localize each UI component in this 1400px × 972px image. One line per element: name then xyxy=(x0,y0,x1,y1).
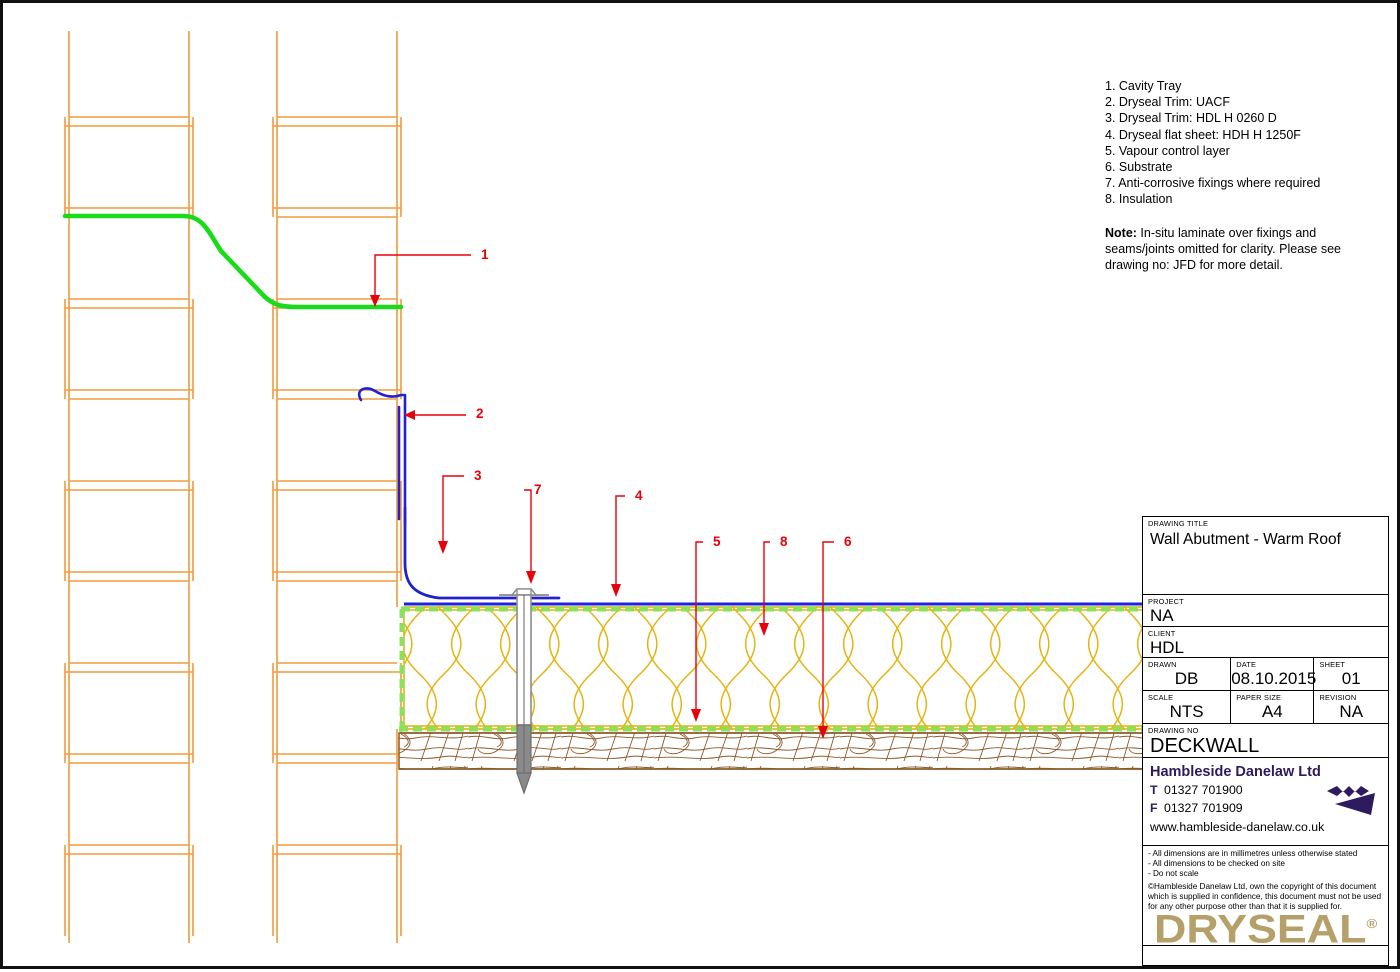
tel-value: 01327 701900 xyxy=(1164,783,1243,797)
dryseal-trim-uacf xyxy=(357,387,407,525)
anti-corrosive-fixing xyxy=(499,588,549,795)
website[interactable]: www.hambleside-danelaw.co.uk xyxy=(1150,820,1325,835)
revision-value: NA xyxy=(1339,702,1364,721)
tel-label: T xyxy=(1150,783,1158,797)
client-label: CLIENT xyxy=(1148,629,1176,638)
legend-item-4: 4. Dryseal flat sheet: HDH H 1250F xyxy=(1105,127,1301,142)
dryseal-text: DRYSEAL xyxy=(1153,907,1367,952)
legend-note: Note: In-situ laminate over fixings and … xyxy=(1105,225,1357,274)
project-label: PROJECT xyxy=(1148,597,1184,606)
callout-number-3: 3 xyxy=(474,468,482,483)
insulation-hatch xyxy=(404,607,1143,729)
substrate-woodgrain xyxy=(399,733,1143,769)
disclaimer-line-1: - All dimensions are in millimetres unle… xyxy=(1148,849,1358,858)
scale-label: SCALE xyxy=(1148,693,1174,702)
sheet-label: SHEET xyxy=(1319,660,1346,669)
title-block-disclaimer: - All dimensions are in millimetres unle… xyxy=(1143,846,1388,946)
fax-label: F xyxy=(1150,800,1158,815)
title-block-project-row: PROJECT NA xyxy=(1143,595,1388,627)
legend-item-5: 5. Vapour control layer xyxy=(1105,143,1230,158)
callout-number-5: 5 xyxy=(713,534,721,549)
callout-number-6: 6 xyxy=(844,534,852,549)
fax-value: 01327 701909 xyxy=(1164,800,1243,815)
registered-mark: ® xyxy=(1366,916,1378,932)
title-block-brand-logo: DRYSEAL® xyxy=(1143,889,1388,965)
paper-size-value: A4 xyxy=(1261,702,1283,721)
callout-number-7: 7 xyxy=(534,482,542,497)
title-block: DRAWING TITLE Wall Abutment - Warm Roof … xyxy=(1142,516,1389,966)
copyright-line: ©Hambleside Danelaw Ltd, own the copyrig… xyxy=(1148,882,1383,913)
drawn-cell: DRAWN DB xyxy=(1143,658,1232,690)
dryseal-trim-hdl-h0260d xyxy=(403,506,561,600)
title-block-drawn-date-sheet-row: DRAWN DB DATE 08.10.2015 SHEET 01 xyxy=(1143,658,1388,691)
title-block-client-row: CLIENT HDL xyxy=(1143,627,1388,658)
drawn-value: DB xyxy=(1174,669,1199,688)
legend-item-7: 7. Anti-corrosive fixings where required xyxy=(1105,176,1321,191)
dryseal-wordmark: DRYSEAL® xyxy=(1153,902,1378,952)
scale-cell: SCALE NTS xyxy=(1143,691,1232,723)
title-block-scale-paper-revision-row: SCALE NTS PAPER SIZE A4 REVISION NA xyxy=(1143,691,1388,724)
disclaimer-line-2: - All dimensions to be checked on site xyxy=(1148,859,1285,869)
callout-number-4: 4 xyxy=(635,488,643,503)
paper-size-cell: PAPER SIZE A4 xyxy=(1231,691,1315,723)
drawing-no-label: DRAWING NO xyxy=(1148,726,1199,735)
date-cell: DATE 08.10.2015 xyxy=(1231,658,1317,690)
sheet-cell: SHEET 01 xyxy=(1314,658,1388,690)
date-label: DATE xyxy=(1236,660,1257,669)
note-label: Note: xyxy=(1105,226,1137,240)
callout-leaders xyxy=(370,254,834,739)
legend-item-6: 6. Substrate xyxy=(1105,160,1173,175)
legend-list: 1. Cavity Tray 2. Dryseal Trim: UACF 3. … xyxy=(1105,78,1375,208)
note-body: In-situ laminate over fixings and seams/… xyxy=(1105,226,1341,273)
callout-number-8: 8 xyxy=(780,534,788,549)
callout-number-2: 2 xyxy=(476,406,484,421)
disclaimer-line-3: - Do not scale xyxy=(1148,869,1199,879)
revision-label: REVISION xyxy=(1319,693,1357,702)
client-value: HDL xyxy=(1150,638,1185,657)
cavity-tray xyxy=(62,213,404,310)
legend-item-3: 3. Dryseal Trim: HDL H 0260 D xyxy=(1105,111,1277,126)
copyright-text: Hambleside Danelaw Ltd, own the copyrigh… xyxy=(1148,881,1382,912)
title-block-drawing-no-row: DRAWING NO DECKWALL xyxy=(1143,724,1388,758)
outer-leaf-brickwork xyxy=(64,31,194,943)
drawn-label: DRAWN xyxy=(1148,660,1177,669)
title-block-drawing-title-row: DRAWING TITLE Wall Abutment - Warm Roof xyxy=(1143,517,1388,595)
sheet-value: 01 xyxy=(1341,669,1361,688)
project-value: NA xyxy=(1150,606,1174,625)
drawing-no-value: DECKWALL xyxy=(1150,735,1260,757)
hambleside-danelaw-logo-icon xyxy=(1327,786,1375,815)
drawing-title-label: DRAWING TITLE xyxy=(1148,519,1209,528)
legend-item-8: 8. Insulation xyxy=(1105,192,1173,207)
fax-line: F 01327 701909 xyxy=(1150,801,1388,817)
callout-number-1: 1 xyxy=(481,247,489,262)
legend-item-1: 1. Cavity Tray xyxy=(1105,79,1182,93)
title-block-company-row: Hambleside Danelaw Ltd T 01327 701900 F 01… xyxy=(1143,758,1388,846)
company-name: Hambleside Danelaw Ltd xyxy=(1150,764,1321,780)
drawing-title-value: Wall Abutment - Warm Roof xyxy=(1150,531,1341,548)
technical-drawing-canvas: 1 2 3 4 5 6 7 8 xyxy=(62,31,1144,943)
paper-size-label: PAPER SIZE xyxy=(1236,693,1282,702)
date-value: 08.10.2015 xyxy=(1231,669,1317,688)
copyright-symbol: © xyxy=(1148,881,1155,891)
callout-numbers: 1 2 3 4 5 6 7 8 xyxy=(474,247,852,549)
revision-cell: REVISION NA xyxy=(1314,691,1388,723)
telephone-line: T 01327 701900 xyxy=(1150,783,1388,799)
legend-item-2: 2. Dryseal Trim: UACF xyxy=(1105,95,1231,110)
inner-leaf-brickwork xyxy=(272,31,402,943)
scale-value: NTS xyxy=(1169,702,1204,721)
